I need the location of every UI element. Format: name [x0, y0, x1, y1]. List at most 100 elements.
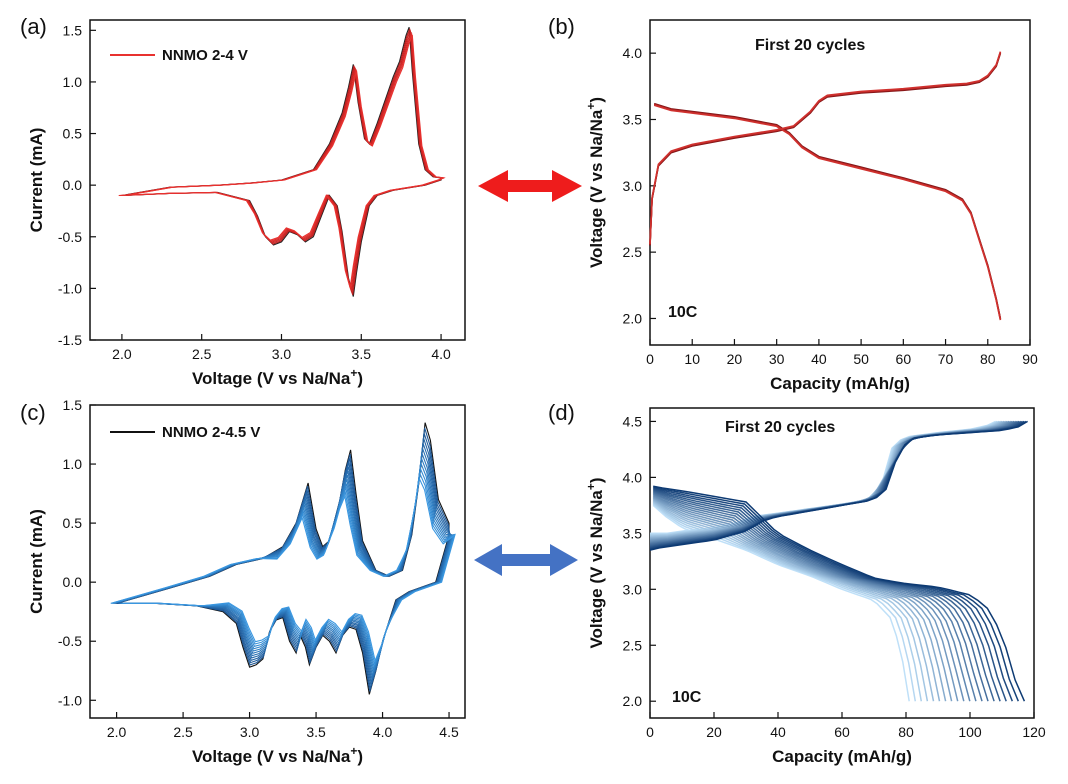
chart-panel-a: (a) 2.0 2.5 3.0 3.5 4.0 -1.5 -1.0 -0.5 0.0 0.5 1.0 1… [20, 14, 466, 388]
cv-cycle-1 [121, 27, 442, 297]
x-tick-label: 40 [770, 724, 786, 740]
discharge-curve [653, 102, 1002, 319]
cv-cycle-4 [114, 437, 452, 686]
chart-title: First 20 cycles [725, 419, 835, 436]
x-tick-label: 2.0 [107, 724, 127, 740]
discharge-curve [653, 104, 1002, 321]
panel-label: (b) [548, 14, 575, 39]
y-tick-label: 0.0 [63, 574, 83, 590]
x-tick-label: 2.0 [112, 346, 132, 362]
y-tick-label: -0.5 [58, 229, 82, 245]
x-tick-label: 4.0 [373, 724, 393, 740]
y-tick-label: -1.5 [58, 332, 82, 348]
cv-cycle-12 [110, 476, 456, 663]
plot-area [649, 51, 1002, 321]
x-axis-label: Voltage (V vs Na/Na+) [192, 366, 363, 388]
x-tick-label: 70 [938, 351, 954, 367]
x-axis-label: Voltage (V vs Na/Na+) [192, 744, 363, 766]
discharge-curve-cycle-15 [652, 499, 941, 702]
discharge-curve-cycle-9 [652, 493, 977, 702]
discharge-curve-cycle-1 [653, 485, 1026, 702]
y-tick-label: 0.5 [63, 515, 83, 531]
x-tick-label: 0 [646, 351, 654, 367]
charge-curve [649, 51, 1002, 244]
discharge-curve-cycle-4 [653, 488, 1007, 702]
cv-cycle-1 [116, 422, 450, 695]
chart-title: First 20 cycles [755, 37, 865, 54]
discharge-curve-cycle-6 [652, 490, 995, 702]
y-tick-label: 3.0 [623, 581, 643, 597]
y-tick-label: -1.0 [58, 280, 82, 296]
y-tick-label: 1.0 [63, 456, 83, 472]
x-tick-label: 3.0 [272, 346, 292, 362]
cv-cycle-4 [119, 31, 445, 292]
y-axis-label: Current (mA) [27, 128, 46, 233]
x-tick-label: 4.0 [431, 346, 451, 362]
x-tick-label: 100 [958, 724, 982, 740]
y-axis-label: Voltage (V vs Na/Na+) [584, 97, 606, 268]
cv-cycle-2 [121, 28, 443, 296]
x-tick-label: 3.0 [240, 724, 260, 740]
y-tick-label: -0.5 [58, 633, 82, 649]
charge-curve [649, 51, 1002, 245]
discharge-curve-cycle-2 [653, 486, 1019, 702]
y-tick-label: 3.0 [623, 178, 643, 194]
plot-area [110, 422, 456, 695]
rate-annotation: 10C [668, 304, 698, 321]
y-tick-label: 2.0 [623, 693, 643, 709]
y-tick-label: 4.0 [623, 45, 643, 61]
y-tick-label: 3.5 [623, 525, 643, 541]
y-axis-label: Current (mA) [27, 509, 46, 614]
double-arrow-blue [474, 544, 578, 576]
x-tick-label: 3.5 [352, 346, 372, 362]
charge-curve [649, 52, 1002, 246]
legend-label: NNMO 2-4 V [162, 47, 248, 64]
plot-area [118, 27, 446, 297]
plot-frame [649, 407, 1035, 719]
x-tick-label: 4.5 [439, 724, 459, 740]
x-tick-label: 60 [896, 351, 912, 367]
y-tick-label: 1.0 [63, 74, 83, 90]
x-tick-label: 10 [684, 351, 700, 367]
cv-cycle-6 [118, 34, 445, 288]
x-tick-label: 40 [811, 351, 827, 367]
x-tick-label: 60 [834, 724, 850, 740]
discharge-curve-cycle-12 [652, 496, 959, 702]
plot-frame [89, 19, 466, 341]
cv-cycle-2 [115, 427, 451, 692]
x-tick-label: 2.5 [192, 346, 212, 362]
cv-cycle-3 [120, 30, 444, 294]
chart-panel-c: (c) 2.0 2.5 3.0 3.5 4.0 4.5 -1.0 -0.5 0.0 0.5 1.0 1.… [20, 397, 466, 766]
discharge-curve-cycle-5 [652, 489, 1001, 702]
rate-annotation: 10C [672, 689, 702, 706]
discharge-curve-cycle-16 [652, 500, 935, 702]
x-tick-label: 20 [727, 351, 743, 367]
chart-panel-d: (d) 0 20 40 60 80 100 120 2.0 2.5 3.0 3.5 4.0 4.5 Capa… [548, 400, 1046, 766]
charge-curve-cycle-18 [649, 420, 1000, 536]
y-tick-label: 4.5 [623, 413, 643, 429]
charge-curve-cycle-5 [649, 420, 1022, 548]
discharge-curve-cycle-14 [652, 498, 947, 702]
plot-frame [89, 404, 466, 719]
y-tick-label: 3.5 [623, 111, 643, 127]
charge-curve-cycle-8 [649, 420, 1017, 545]
chart-panel-b: (b) 0 10 20 30 40 50 60 70 80 90 2.0 2.5 3.0 3.5 4.0 Cap… [548, 14, 1038, 393]
discharge-curve-cycle-7 [652, 491, 989, 702]
discharge-curve-cycle-17 [652, 501, 929, 702]
x-axis-label: Capacity (mAh/g) [770, 374, 910, 393]
legend-label: NNMO 2-4.5 V [162, 424, 260, 441]
discharge-curve [653, 103, 1002, 320]
x-tick-label: 50 [853, 351, 869, 367]
y-tick-label: 2.5 [623, 244, 643, 260]
charge-curve-cycle-15 [649, 420, 1005, 539]
panel-label: (d) [548, 400, 575, 425]
y-tick-label: 1.5 [63, 22, 83, 38]
y-tick-label: 2.5 [623, 637, 643, 653]
charge-curve [649, 52, 1002, 246]
discharge-curve-cycle-18 [652, 502, 923, 702]
x-tick-label: 0 [646, 724, 654, 740]
plot-area [649, 420, 1028, 702]
x-tick-label: 80 [980, 351, 996, 367]
y-tick-label: 1.5 [63, 397, 83, 413]
